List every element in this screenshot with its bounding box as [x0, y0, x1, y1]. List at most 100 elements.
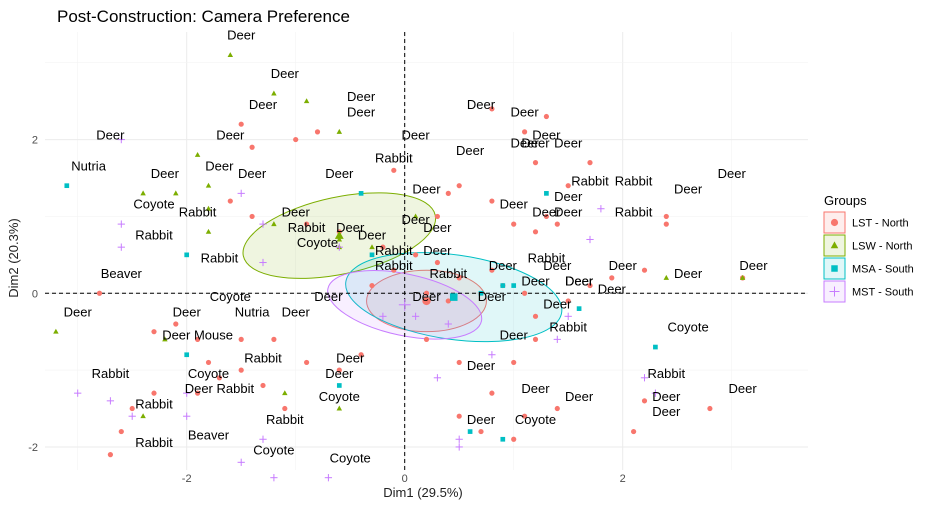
point-lsw-north	[336, 405, 343, 411]
point-mst-south	[553, 335, 561, 344]
point-label: Deer	[543, 297, 572, 312]
point-lst-north	[543, 213, 550, 220]
legend-title: Groups	[824, 193, 867, 208]
point-lst-north	[304, 221, 310, 227]
point-lst-north	[631, 428, 637, 435]
point-mst-south	[117, 243, 125, 251]
group-centroid	[449, 293, 458, 301]
point-mst-south	[237, 189, 245, 198]
point-lst-north	[587, 160, 593, 166]
point-lst-north	[413, 252, 419, 258]
point-lst-north	[434, 259, 440, 266]
x-tick-label: -2	[182, 473, 192, 485]
point-msa-south	[500, 283, 506, 288]
point-lsw-north	[227, 52, 234, 58]
point-label: Deer	[521, 135, 550, 150]
point-msa-south	[64, 183, 70, 189]
point-lst-north	[489, 267, 495, 273]
point-labels: Deer Deer Deer Deer Deer Deer Deer Deer Deer Deer…	[64, 28, 769, 466]
legend-symbol	[831, 265, 838, 272]
point-label: Nutria	[235, 304, 270, 319]
point-label: Deer	[652, 389, 681, 404]
point-lst-north	[532, 229, 539, 235]
point-label: Beaver	[188, 427, 230, 442]
point-lst-north	[216, 375, 222, 381]
point-mst-south	[183, 412, 191, 420]
point-lst-north	[663, 213, 669, 220]
point-lsw-north	[140, 190, 146, 196]
point-lst-north	[249, 213, 255, 220]
point-lst-north	[511, 359, 517, 366]
point-label: Deer	[282, 204, 311, 219]
point-mst-south	[237, 458, 245, 466]
point-label: Deer	[325, 366, 354, 381]
legend-label: MST - South	[852, 287, 914, 299]
point-lst-north	[227, 198, 233, 204]
point-mst-south	[455, 443, 463, 451]
point-label: Deer	[674, 181, 703, 196]
point-lsw-north	[336, 236, 343, 242]
point-msa-south	[478, 290, 484, 296]
point-label: Coyote	[667, 320, 708, 335]
point-lst-north	[260, 382, 266, 389]
legend-symbol	[830, 241, 839, 249]
point-label: Deer	[554, 189, 583, 204]
y-tick-label: -2	[28, 442, 38, 454]
point-lsw-north	[194, 151, 201, 157]
legend-label: MSA - South	[852, 264, 914, 276]
point-label: Deer	[412, 289, 441, 304]
point-lst-north	[118, 428, 124, 435]
point-label: Rabbit	[528, 251, 566, 266]
point-lst-north	[609, 275, 615, 281]
point-mst-south	[74, 389, 82, 397]
point-msa-south	[467, 429, 473, 434]
legend: Groups LST - North LSW - North MSA - South…	[823, 193, 914, 303]
point-lst-north	[565, 183, 571, 189]
point-label: Deer	[205, 158, 234, 173]
point-lst-north	[456, 413, 462, 419]
point-label: Deer	[249, 97, 278, 112]
point-lst-north	[107, 452, 113, 458]
point-mst-south	[183, 389, 191, 397]
point-label: Rabbit	[648, 366, 686, 381]
point-lst-north	[456, 359, 462, 366]
point-label: Deer	[402, 212, 431, 227]
point-label: Deer Rabbit	[185, 381, 255, 396]
point-mst-south	[488, 351, 496, 359]
point-label: Rabbit	[549, 320, 587, 335]
point-msa-south	[184, 252, 190, 258]
point-lst-north	[489, 390, 495, 396]
point-lst-north	[434, 213, 440, 220]
point-lst-north	[456, 275, 462, 281]
grid	[45, 32, 808, 470]
point-label: Rabbit	[615, 174, 653, 189]
point-lst-north	[522, 290, 528, 296]
point-label: Rabbit	[244, 350, 282, 365]
point-label: Rabbit	[375, 258, 413, 273]
point-label: Deer	[325, 166, 354, 181]
point-msa-south	[576, 306, 582, 311]
point-lsw-north	[663, 274, 670, 280]
x-tick-label: 2	[620, 473, 626, 485]
point-mst-south	[651, 389, 660, 397]
point-lst-north	[522, 413, 528, 419]
point-lst-north	[423, 290, 430, 296]
point-mst-south	[444, 320, 452, 328]
point-mst-south	[117, 220, 125, 228]
point-label: Deer	[718, 166, 747, 181]
point-lsw-north	[271, 90, 277, 96]
point-mst-south	[586, 235, 594, 244]
point-msa-south	[500, 436, 506, 442]
point-label: Coyote	[330, 450, 371, 465]
point-label: Rabbit	[135, 227, 173, 242]
point-label: Deer	[216, 128, 245, 143]
point-label: Deer	[565, 274, 594, 289]
point-lst-north	[511, 221, 517, 227]
y-axis-title: Dim2 (20.3%)	[6, 218, 21, 297]
point-label: Deer	[271, 66, 300, 81]
point-label: Rabbit	[571, 174, 609, 189]
point-lst-north	[707, 405, 713, 412]
point-label: Rabbit	[615, 204, 653, 219]
point-label: Deer	[347, 105, 376, 120]
point-lst-north	[511, 436, 517, 442]
